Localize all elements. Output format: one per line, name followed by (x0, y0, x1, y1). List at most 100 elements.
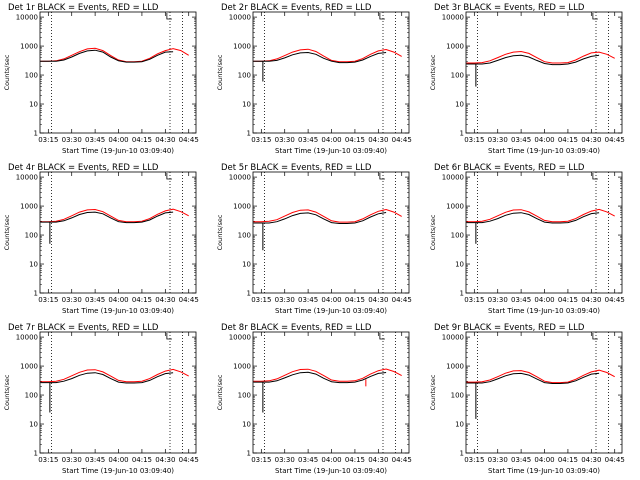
panel-title: Det 2r BLACK = Events, RED = LLD (221, 3, 372, 13)
x-tick-label: 03:45 (511, 296, 531, 304)
y-axis-label: Counts/sec (429, 374, 437, 410)
y-tick-label: 100 (451, 232, 464, 240)
y-tick-label: 100 (238, 392, 251, 400)
x-tick-label: 04:30 (368, 136, 388, 144)
x-tick-label: 04:30 (581, 456, 601, 464)
y-tick-label: 1000 (20, 43, 38, 51)
y-tick-label: 10 (455, 421, 464, 429)
x-tick-label: 03:30 (62, 136, 82, 144)
x-tick-label: 04:15 (558, 136, 578, 144)
x-tick-label: 04:00 (321, 456, 341, 464)
x-tick-label: 04:30 (581, 296, 601, 304)
y-tick-label: 100 (451, 392, 464, 400)
lld-line (40, 47, 189, 63)
x-tick-label: 03:45 (85, 296, 105, 304)
x-tick-label: 03:45 (85, 456, 105, 464)
panel-det-8: Det 8r BLACK = Events, RED = LLD Counts/s… (216, 323, 412, 475)
x-tick-label: 04:15 (132, 136, 152, 144)
y-tick-label: 1000 (20, 203, 38, 211)
y-tick-label: 10 (29, 421, 38, 429)
y-tick-label: 1 (247, 130, 251, 138)
lld-line (253, 48, 402, 63)
panel-title: Det 4r BLACK = Events, RED = LLD (8, 163, 159, 173)
events-line (466, 372, 600, 384)
x-tick-label: 03:15 (38, 296, 58, 304)
x-axis-label: Start Time (19-Jun-10 03:09:40) (62, 147, 174, 155)
y-tick-label: 10000 (442, 14, 464, 22)
interval-bracket (166, 173, 172, 180)
x-tick-label: 03:30 (488, 456, 508, 464)
y-tick-label: 1000 (446, 203, 464, 211)
x-axis-label: Start Time (19-Jun-10 03:09:40) (275, 147, 387, 155)
panel-title: Det 9r BLACK = Events, RED = LLD (434, 323, 585, 333)
plot-frame (252, 171, 410, 294)
y-tick-label: 100 (25, 232, 38, 240)
x-tick-label: 03:15 (38, 456, 58, 464)
x-tick-label: 04:45 (605, 136, 625, 144)
y-tick-label: 10 (29, 261, 38, 269)
panel-title: Det 5r BLACK = Events, RED = LLD (221, 163, 372, 173)
plot-frame (39, 171, 197, 294)
x-tick-label: 04:15 (345, 296, 365, 304)
x-tick-label: 04:15 (558, 456, 578, 464)
y-tick-label: 1 (34, 130, 38, 138)
plot-frame (39, 331, 197, 454)
x-tick-label: 03:30 (488, 136, 508, 144)
panel-title: Det 6r BLACK = Events, RED = LLD (434, 163, 585, 173)
x-tick-label: 04:15 (558, 296, 578, 304)
lld-line (40, 368, 189, 383)
y-tick-label: 10000 (16, 174, 38, 182)
y-tick-label: 1 (460, 450, 464, 458)
plot-frame (465, 11, 623, 134)
x-tick-label: 04:45 (392, 136, 412, 144)
x-axis-label: Start Time (19-Jun-10 03:09:40) (62, 467, 174, 475)
x-tick-label: 03:45 (298, 136, 318, 144)
x-tick-label: 03:15 (38, 136, 58, 144)
plot-frame (252, 331, 410, 454)
y-tick-label: 10 (455, 101, 464, 109)
x-tick-label: 04:00 (321, 136, 341, 144)
lld-line (40, 208, 189, 223)
x-tick-label: 04:30 (368, 296, 388, 304)
panel-det-3: Det 3r BLACK = Events, RED = LLD Counts/s… (429, 3, 625, 155)
panel-title: Det 3r BLACK = Events, RED = LLD (434, 3, 585, 13)
x-axis-label: Start Time (19-Jun-10 03:09:40) (488, 467, 600, 475)
lld-line (466, 369, 615, 384)
x-tick-label: 04:30 (155, 456, 175, 464)
x-tick-label: 03:30 (62, 456, 82, 464)
x-tick-label: 04:45 (392, 296, 412, 304)
x-tick-label: 03:30 (275, 456, 295, 464)
x-tick-label: 04:15 (345, 136, 365, 144)
x-tick-label: 04:45 (605, 296, 625, 304)
y-tick-label: 100 (25, 72, 38, 80)
x-tick-label: 03:45 (298, 296, 318, 304)
x-tick-label: 04:00 (534, 136, 554, 144)
x-tick-label: 04:15 (132, 296, 152, 304)
y-tick-label: 1000 (446, 363, 464, 371)
events-line (466, 54, 600, 66)
panel-det-9: Det 9r BLACK = Events, RED = LLD Counts/s… (429, 323, 625, 475)
x-tick-label: 04:00 (108, 296, 128, 304)
x-axis-label: Start Time (19-Jun-10 03:09:40) (275, 307, 387, 315)
x-tick-label: 04:30 (581, 136, 601, 144)
plot-frame (252, 11, 410, 134)
panel-det-6: Det 6r BLACK = Events, RED = LLD Counts/s… (429, 163, 625, 315)
y-tick-label: 1 (34, 450, 38, 458)
y-tick-label: 100 (238, 232, 251, 240)
x-tick-label: 03:45 (511, 456, 531, 464)
x-axis-label: Start Time (19-Jun-10 03:09:40) (62, 307, 174, 315)
x-tick-label: 04:00 (321, 296, 341, 304)
y-tick-label: 100 (451, 72, 464, 80)
x-tick-label: 04:15 (345, 456, 365, 464)
x-tick-label: 04:30 (368, 456, 388, 464)
y-tick-label: 10000 (229, 14, 251, 22)
y-tick-label: 10000 (442, 174, 464, 182)
y-tick-label: 1000 (20, 363, 38, 371)
panel-det-5: Det 5r BLACK = Events, RED = LLD Counts/s… (216, 163, 412, 315)
plot-frame (465, 171, 623, 294)
x-tick-label: 03:15 (251, 456, 271, 464)
x-tick-label: 04:00 (534, 456, 554, 464)
x-tick-label: 03:15 (464, 456, 484, 464)
x-tick-label: 04:00 (534, 296, 554, 304)
y-tick-label: 10000 (229, 174, 251, 182)
